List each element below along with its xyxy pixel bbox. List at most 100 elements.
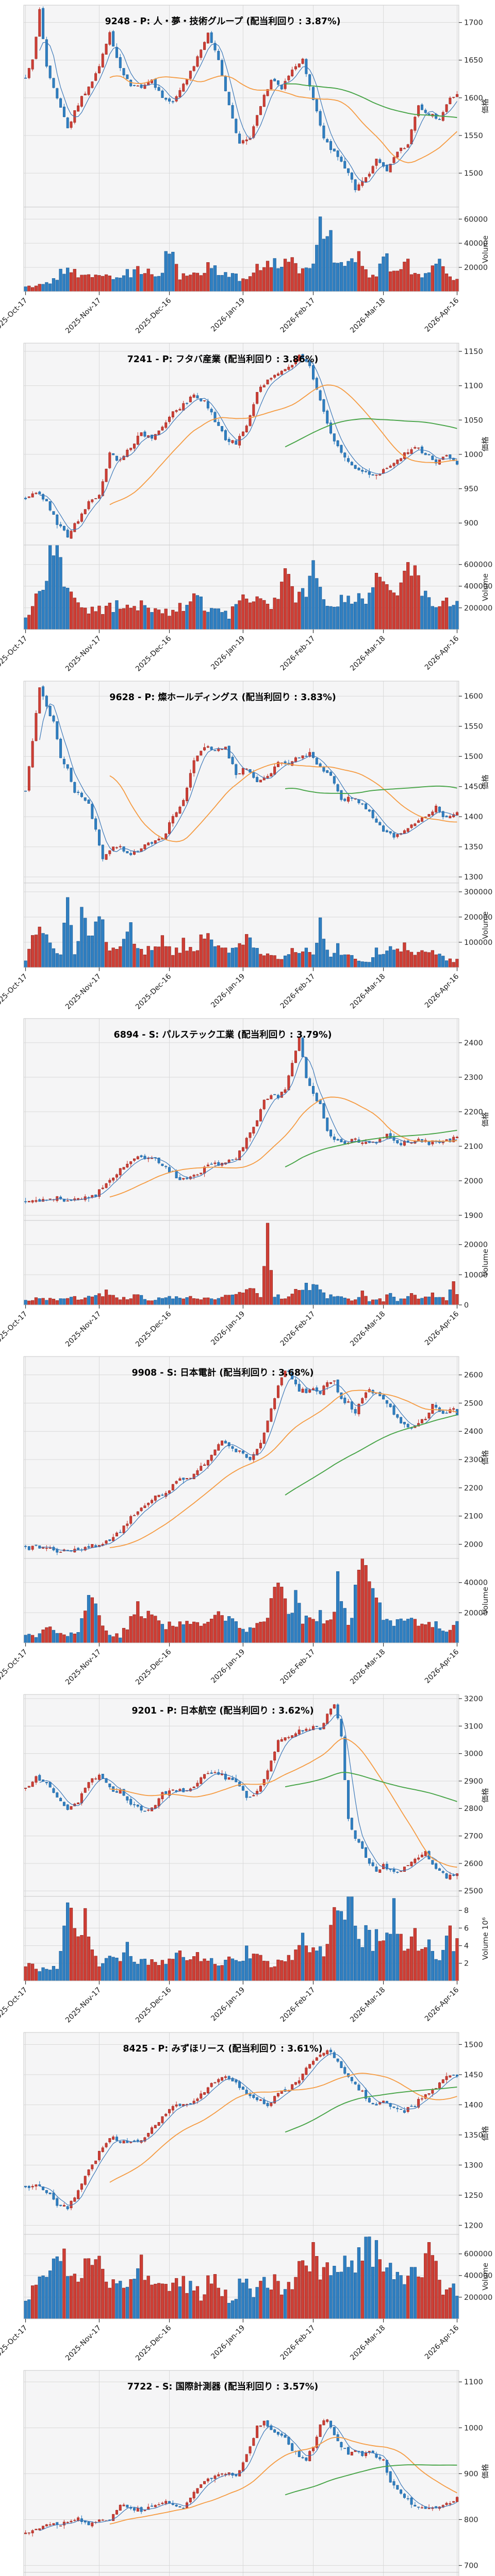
candle-body [136, 1804, 139, 1807]
candle-body [301, 1038, 304, 1058]
volume-bar [455, 1621, 459, 1643]
candle-body [38, 1775, 41, 1781]
volume-bar [111, 612, 115, 630]
candle-body [287, 366, 290, 370]
candle-body [87, 501, 90, 510]
candle-body [200, 1777, 203, 1784]
candle-body [133, 443, 136, 449]
candle-body [62, 2521, 65, 2526]
x-tick-label: 2026-Jan-19 [209, 972, 246, 1009]
volume-bar [199, 596, 203, 630]
candle-body [56, 514, 59, 525]
candle-body [396, 834, 399, 837]
ma-line-mid [109, 2436, 457, 2524]
volume-bar [174, 947, 178, 968]
volume-bar [189, 601, 192, 630]
volume-bar [336, 943, 340, 968]
candle-body [340, 445, 343, 453]
candle-body [31, 59, 34, 70]
volume-bar [259, 1622, 262, 1643]
volume-bar [266, 2287, 270, 2319]
x-tick-label: 2025-Dec-16 [134, 1648, 173, 1686]
candle-body [45, 696, 48, 706]
volume-bar [168, 2291, 171, 2319]
candle-body [136, 435, 139, 445]
candle-body [52, 2192, 55, 2200]
candle-body [449, 97, 452, 104]
volume-bar [38, 1971, 41, 1981]
candle-body [178, 2104, 182, 2106]
candle-body [196, 1783, 199, 1787]
candle-body [126, 851, 129, 853]
price-tick-label: 1050 [464, 416, 483, 425]
volume-bar [192, 273, 196, 292]
volume-bar [346, 596, 350, 630]
candle-body [252, 2094, 255, 2098]
gridlines [24, 1357, 459, 1643]
candle-body [35, 1776, 38, 1783]
candle-body [206, 1460, 209, 1466]
volume-bar [283, 1961, 287, 1981]
candle-body [322, 766, 325, 772]
volume-bar [301, 1623, 305, 1643]
candle-body [368, 471, 371, 475]
price-axis-label: 価格 [481, 774, 490, 789]
volume-bar [27, 1963, 31, 1981]
volume-bar [125, 604, 129, 630]
volume-bar [157, 1965, 161, 1981]
volume-bar [357, 1939, 361, 1981]
volume-bar [45, 2277, 48, 2319]
candle-body [178, 1478, 182, 1481]
volume-bar [38, 284, 41, 292]
volume-bar [444, 273, 449, 292]
volume-bar [90, 1949, 94, 1981]
volume-bar [395, 948, 399, 968]
volume-bar [245, 2278, 249, 2319]
candle-body [66, 2206, 69, 2209]
candle-body [91, 499, 94, 502]
candle-body [256, 776, 259, 782]
volume-bar [448, 1630, 452, 1643]
candle-body [396, 1140, 399, 1144]
candle-body [452, 2501, 455, 2503]
candle-body [424, 110, 427, 113]
volume-bar [227, 1295, 231, 1306]
volume-bar [62, 274, 66, 292]
price-tick-label: 1450 [464, 2071, 483, 2079]
volume-bar [178, 2286, 182, 2319]
candle-body [84, 1547, 87, 1551]
candle-body [449, 454, 452, 458]
volume-bar [318, 1946, 322, 1981]
stock-chart-9248: 1500 1550 1600 1650 1700 20000 40000 60000 2025-… [0, 0, 495, 338]
candle-body [206, 2087, 209, 2093]
candle-body [186, 79, 189, 84]
candle-body [329, 1382, 332, 1384]
candle-body [108, 1180, 111, 1183]
candle-body [347, 2447, 350, 2454]
volume-bar [266, 953, 270, 968]
ma-line-mid [109, 75, 458, 163]
candle-body [206, 746, 209, 748]
candle-body [322, 1103, 325, 1119]
volume-bar [87, 1936, 91, 1981]
candle-body [97, 829, 101, 845]
volume-bar [230, 1295, 235, 1306]
candle-body [382, 1395, 385, 1400]
volume-bar [136, 1963, 140, 1981]
volume-bar [192, 2290, 196, 2319]
volume-bar [262, 2277, 266, 2319]
volume-bar [220, 1965, 224, 1981]
candle-body [105, 854, 108, 860]
volume-bar [206, 933, 210, 968]
candle-body [312, 1086, 315, 1094]
volume-bar [185, 950, 189, 968]
candle-body [431, 1140, 434, 1145]
x-tick-label: 2025-Nov-17 [64, 1648, 103, 1687]
candle-body [438, 2082, 441, 2089]
volume-bar [90, 277, 94, 292]
x-tick-label: 2026-Feb-17 [279, 1986, 317, 2024]
volume-bar [403, 2284, 406, 2319]
candle-body [294, 1380, 297, 1384]
candle-body [375, 2104, 378, 2106]
volume-bar [255, 1293, 259, 1306]
